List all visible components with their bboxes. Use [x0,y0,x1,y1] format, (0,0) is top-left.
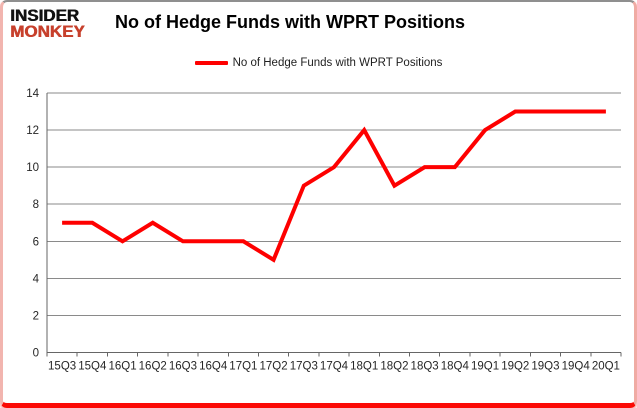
series-line [62,109,606,263]
x-tick-label: 18Q4 [441,361,470,373]
y-tick-label: 4 [33,273,40,285]
legend-line-swatch [194,61,228,65]
x-tick-label: 18Q3 [411,361,439,373]
y-tick-label: 14 [26,88,39,100]
x-tick-label: 19Q2 [501,361,529,373]
chart-title: No of Hedge Funds with WPRT Positions [115,12,465,32]
x-tick-label: 19Q4 [562,361,591,373]
x-tick-label: 18Q2 [380,361,408,373]
x-tick-label: 16Q4 [199,361,228,373]
y-tick-label: 2 [33,310,39,322]
x-tick-label: 16Q2 [139,361,167,373]
x-tick-label: 15Q3 [48,361,76,373]
x-tick-label: 15Q4 [78,361,107,373]
x-tick-label: 16Q1 [108,361,136,373]
x-tick-label: 17Q1 [229,361,257,373]
logo-line-insider: INSIDER [10,6,79,25]
y-tick-label: 0 [33,348,39,360]
legend: No of Hedge Funds with WPRT Positions [0,57,637,69]
y-tick-label: 6 [33,236,39,248]
x-tick-label: 20Q1 [592,361,620,373]
legend-label: No of Hedge Funds with WPRT Positions [232,57,443,69]
y-tick-label: 12 [26,125,39,137]
x-tick-label: 17Q4 [320,361,349,373]
x-tick-label: 19Q3 [531,361,559,373]
x-tick-label: 17Q2 [260,361,288,373]
insider-monkey-logo: INSIDER MONKEY [10,6,85,41]
x-tick-label: 19Q1 [471,361,499,373]
y-tick-label: 8 [33,199,39,211]
y-tick-label: 10 [26,162,39,174]
x-tick-label: 17Q3 [290,361,318,373]
logo-line-monkey: MONKEY [10,21,85,41]
x-tick-label: 16Q3 [169,361,197,373]
x-tick-label: 18Q1 [350,361,378,373]
